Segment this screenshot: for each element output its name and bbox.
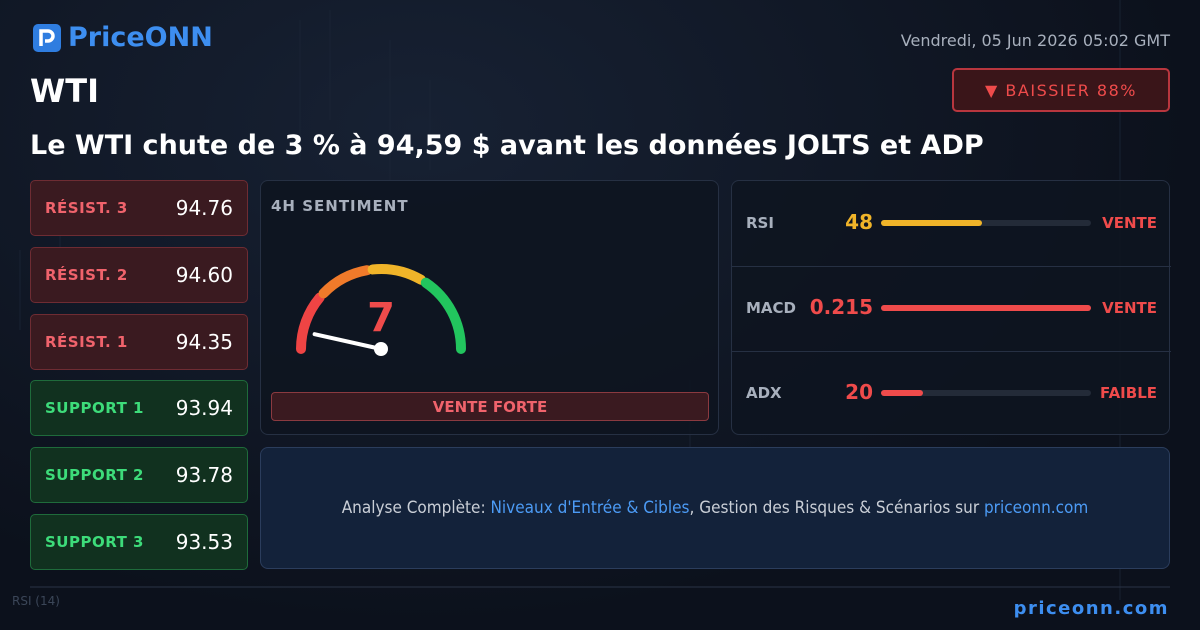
gauge-arc (367, 264, 426, 285)
level-label: RÉSIST. 3 (45, 199, 128, 217)
level-box: RÉSIST. 3 94.76 (30, 180, 248, 236)
level-box: SUPPORT 3 93.53 (30, 514, 248, 570)
promo-text-part: Analyse Complète: (341, 498, 491, 518)
signal-badge: ▼ BAISSIER 88% (952, 68, 1170, 112)
headline: Le WTI chute de 3 % à 94,59 $ avant les … (30, 130, 984, 161)
level-box: SUPPORT 1 93.94 (30, 380, 248, 437)
indicator-value: 48 (845, 210, 873, 234)
promo-text: Analyse Complète: Niveaux d'Entrée & Cib… (342, 498, 1089, 518)
indicator-track (881, 305, 1091, 311)
indicator-status: VENTE (1102, 214, 1157, 232)
logo-icon (33, 23, 61, 52)
gauge-needle (312, 332, 383, 351)
indicator-track (881, 220, 1091, 226)
level-label: RÉSIST. 1 (45, 332, 128, 351)
gauge-hub (374, 342, 388, 356)
logo-text: PriceONN (68, 22, 213, 53)
promo: Analyse Complète: Niveaux d'Entrée & Cib… (260, 447, 1170, 569)
gauge-arc (318, 265, 373, 299)
level-value: 94.60 (175, 262, 233, 287)
level-label: RÉSIST. 2 (45, 265, 128, 284)
promo-text-part: , Gestion des Risques & Scénarios sur (689, 498, 984, 518)
asset: WTI (30, 72, 100, 110)
gauge-arc (296, 292, 325, 354)
gauge: 7 (296, 264, 466, 356)
level-box: RÉSIST. 2 94.60 (30, 246, 248, 303)
sentiment-score: 7 (367, 295, 395, 341)
level-value: 94.76 (175, 196, 233, 220)
indicator-value: 20 (845, 380, 873, 404)
indicators-panel: RSI 48 VENTE MACD 0.215 VENTE ADX 20 FAIBLE (731, 180, 1171, 436)
level-label: SUPPORT 1 (45, 399, 144, 418)
sentiment-panel: 4H SENTIMENT 7 VENTE FORTE (260, 180, 719, 435)
gauge-arc (420, 277, 466, 354)
sentiment-title: 4H SENTIMENT (271, 197, 409, 215)
indicator-bar (881, 390, 923, 396)
indicator-bar (881, 305, 1091, 311)
logo: PriceONN (32, 22, 213, 53)
indicator-status: FAIBLE (1100, 384, 1157, 402)
indicator-track (881, 390, 1091, 396)
indicator-bar (881, 220, 982, 226)
indicator-row: MACD 0.215 VENTE (732, 266, 1171, 352)
indicator-row: RSI 48 VENTE (732, 181, 1171, 267)
footer-link[interactable]: priceonn.com (1013, 598, 1169, 619)
indicator-name: RSI (746, 214, 774, 232)
level-box: RÉSIST. 1 94.35 (30, 313, 248, 370)
level-value: 93.78 (175, 463, 233, 488)
indicator-value: 0.215 (809, 295, 873, 319)
level-value: 94.35 (175, 329, 233, 354)
level-label: SUPPORT 3 (45, 533, 144, 551)
date: Vendredi, 05 Jun 2026 05:02 GMT (900, 31, 1170, 50)
indicator-name: ADX (746, 384, 782, 402)
promo-link: priceonn.com (983, 498, 1089, 518)
level-label: SUPPORT 2 (45, 466, 144, 485)
background-label: RSI (14) (12, 594, 60, 608)
indicator-row: ADX 20 FAIBLE (732, 351, 1171, 436)
promo-link: Niveaux d'Entrée & Cibles (490, 498, 690, 518)
indicator-status: VENTE (1102, 299, 1157, 317)
level-value: 93.94 (175, 396, 233, 421)
level-box: SUPPORT 2 93.78 (30, 447, 248, 504)
indicator-name: MACD (746, 299, 796, 317)
sentiment-verdict: VENTE FORTE (271, 392, 709, 421)
level-value: 93.53 (175, 530, 233, 554)
